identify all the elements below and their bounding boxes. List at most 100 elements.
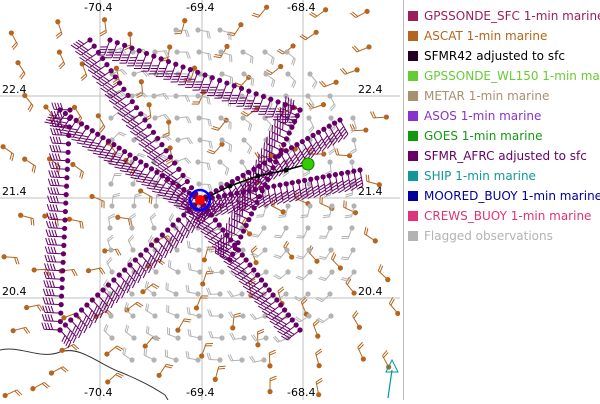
sfmr-afrc-wind-barb <box>46 238 67 248</box>
sfmr-afrc-wind-barb <box>337 117 348 139</box>
ascat-wind-barb <box>313 319 320 338</box>
sfmr-afrc-wind-barb <box>45 263 66 273</box>
ascat-wind-barb <box>340 67 359 74</box>
legend-swatch <box>408 51 418 61</box>
legend-label: MOORED_BUOY 1-min marine <box>424 189 600 203</box>
ascat-wind-barb <box>100 17 107 36</box>
flagged-wind-barb <box>341 269 357 281</box>
lat-label-left: 21.4 <box>2 185 27 198</box>
ascat-wind-barb <box>163 119 172 137</box>
legend-item[interactable]: CREWS_BUOY 1-min marine <box>408 206 591 226</box>
flagged-wind-barb <box>167 305 180 319</box>
flagged-wind-barb <box>206 288 222 297</box>
flagged-wind-barb <box>251 335 268 341</box>
sfmr-afrc-wind-barb <box>43 289 64 299</box>
flagged-wind-barb <box>129 213 136 230</box>
flagged-wind-barb <box>188 263 202 275</box>
legend-item[interactable]: ASCAT 1-min marine <box>408 26 547 46</box>
flagged-wind-barb <box>307 71 317 88</box>
wind-observation-map[interactable]: -70.4 -69.4 -68.4 -70.4 -69.4 -68.4 22.4… <box>0 0 400 400</box>
legend-swatch <box>408 11 418 21</box>
ascat-wind-barb <box>344 200 358 215</box>
legend-item[interactable]: GPSSONDE_WL150 1-min marine <box>408 66 600 86</box>
flagged-wind-barb <box>293 291 310 301</box>
sfmr-afrc-wind-barb <box>113 99 135 111</box>
ascat-wind-barb <box>11 327 30 333</box>
flagged-wind-barb <box>207 353 223 363</box>
flagged-wind-barb <box>229 312 246 319</box>
legend-item[interactable]: MOORED_BUOY 1-min marine <box>408 186 600 206</box>
sfmr-afrc-wind-barb <box>50 145 71 155</box>
legend-swatch <box>408 131 418 141</box>
ascat-wind-barb <box>22 157 35 174</box>
legend-item[interactable]: ASOS 1-min marine <box>408 106 541 126</box>
sfmr-afrc-wind-barb <box>88 62 110 74</box>
sfmr-afrc-wind-barb <box>122 111 144 123</box>
sfmr-afrc-wind-barb <box>105 87 127 99</box>
flagged-wind-barb <box>296 269 313 280</box>
sfmr-afrc-wind-barb <box>130 124 152 136</box>
flagged-wind-barb <box>123 347 135 362</box>
flagged-wind-barb <box>262 115 272 132</box>
ascat-wind-barb <box>67 217 83 229</box>
flagged-wind-barb <box>174 115 191 123</box>
sfmr-afrc-wind-barb <box>46 221 67 231</box>
legend-item[interactable]: SFMR42 adjusted to sfc <box>408 46 565 66</box>
flagged-wind-barb <box>108 174 121 187</box>
sfmr-afrc-wind-barb <box>43 306 64 316</box>
sfmr-afrc-wind-barb <box>44 280 65 290</box>
flagged-wind-barb <box>341 225 354 238</box>
flagged-wind-barb <box>319 225 333 238</box>
sfmr-afrc-wind-barb <box>306 177 314 199</box>
ascat-wind-barb <box>115 215 132 226</box>
legend-label: METAR 1-min marine <box>424 89 549 103</box>
flagged-wind-barb <box>174 49 190 58</box>
flagged-wind-barb <box>187 241 201 253</box>
legend-swatch <box>408 211 418 221</box>
legend-label: CREWS_BUOY 1-min marine <box>424 209 591 223</box>
ascat-wind-barb <box>267 350 275 368</box>
flagged-wind-barb <box>240 115 251 131</box>
sfmr-afrc-wind-barb <box>135 130 157 142</box>
legend-item[interactable]: SFMR_AFRC adjusted to sfc <box>408 146 587 166</box>
flagged-wind-barb <box>128 235 135 253</box>
sfmr-afrc-wind-barb <box>214 194 222 216</box>
flagged-wind-barb <box>109 132 126 143</box>
sfmr-afrc-wind-barb <box>71 37 93 49</box>
flagged-wind-barb <box>186 351 201 363</box>
legend-item[interactable]: Flagged observations <box>408 226 553 246</box>
sfmr-afrc-wind-barb <box>46 230 67 240</box>
legend-swatch <box>408 71 418 81</box>
flagged-wind-barb <box>109 193 120 208</box>
legend-item[interactable]: GPSSONDE_SFC 1-min marine <box>408 6 600 26</box>
legend-item[interactable]: SHIP 1-min marine <box>408 166 536 186</box>
flagged-wind-barb <box>284 49 295 65</box>
sfmr-afrc-wind-barb <box>47 204 68 214</box>
ascat-wind-barb <box>18 213 34 226</box>
legend-label: GPSSONDE_SFC 1-min marine <box>424 9 600 23</box>
flagged-wind-barb <box>285 71 295 88</box>
legend-swatch <box>408 31 418 41</box>
ascat-wind-barb <box>316 349 322 368</box>
lon-label-bottom: -70.4 <box>84 386 112 399</box>
lat-label-right: 22.4 <box>358 83 383 96</box>
sfmr-afrc-wind-barb <box>318 174 326 196</box>
legend-item[interactable]: METAR 1-min marine <box>408 86 549 106</box>
flagged-wind-barb <box>228 354 245 362</box>
ascat-wind-barb <box>15 60 25 79</box>
flagged-wind-barb <box>251 225 267 237</box>
flagged-wind-barb <box>152 114 169 120</box>
flagged-wind-barb <box>316 291 333 301</box>
flagged-wind-barb <box>195 159 210 170</box>
legend-label: SHIP 1-min marine <box>424 169 536 183</box>
ascat-wind-barb <box>272 199 286 215</box>
ascat-wind-barb <box>3 390 22 398</box>
legend-item[interactable]: GOES 1-min marine <box>408 126 542 146</box>
ascat-wind-barb <box>89 194 104 208</box>
ascat-wind-barb <box>364 227 377 244</box>
lat-label-left: 20.4 <box>2 285 27 298</box>
ascat-wind-barb <box>346 277 357 296</box>
lon-label-bottom: -69.4 <box>186 386 214 399</box>
sfmr-afrc-wind-barb <box>269 184 277 206</box>
ascat-wind-barb <box>32 267 50 275</box>
